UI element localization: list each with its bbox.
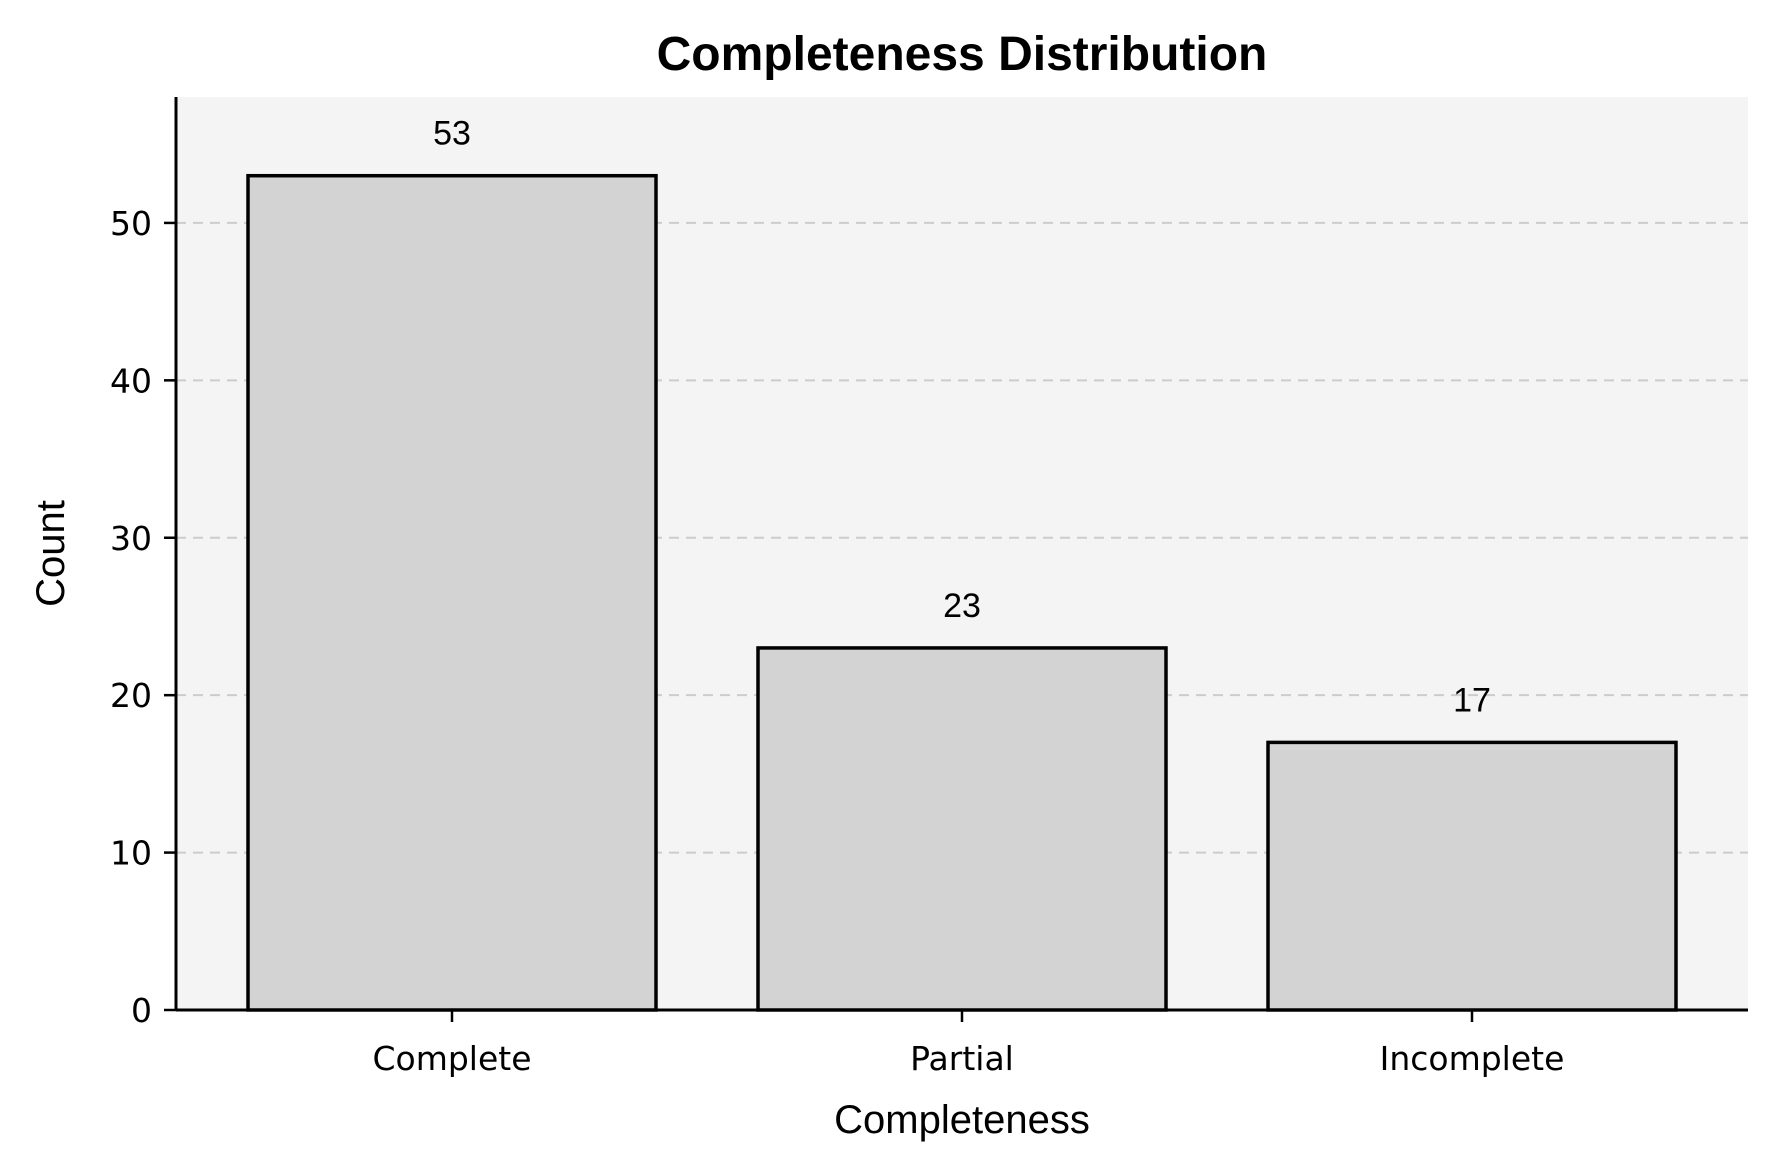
data-label: 23	[943, 587, 981, 625]
x-axis-label: Completeness	[834, 1098, 1090, 1142]
y-tick-label: 30	[110, 519, 152, 558]
data-label: 53	[433, 115, 471, 153]
data-label: 17	[1453, 681, 1491, 719]
y-tick-label: 10	[110, 834, 152, 873]
data-labels: 53 23 17	[433, 115, 1491, 720]
x-tick-label: Partial	[910, 1039, 1014, 1078]
y-tick-label: 50	[110, 204, 152, 243]
ticks: Complete Partial Incomplete 0 10 20 30 40 50	[110, 204, 1564, 1078]
y-tick-label: 20	[110, 676, 152, 715]
y-tick-label: 40	[110, 361, 152, 400]
chart-title: Completeness Distribution	[657, 28, 1268, 81]
y-tick-label: 0	[131, 991, 152, 1030]
bar-partial	[756, 646, 1168, 1012]
bars	[246, 173, 1678, 1012]
y-axis-label: Count	[29, 500, 73, 607]
bar-complete	[246, 173, 658, 1012]
bar-incomplete	[1266, 740, 1678, 1012]
x-tick-label: Complete	[372, 1039, 531, 1078]
x-tick-label: Incomplete	[1380, 1039, 1565, 1078]
